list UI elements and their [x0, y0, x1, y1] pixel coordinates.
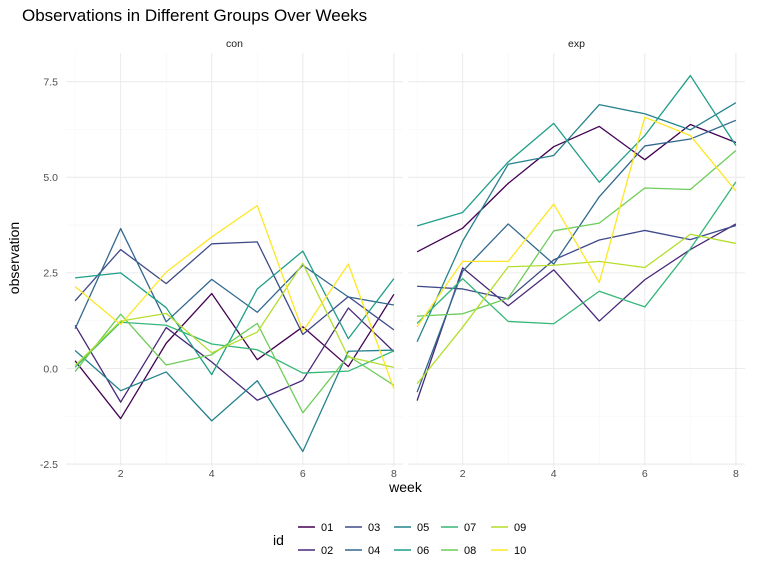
y-tick-label: -2.5: [40, 459, 58, 471]
x-tick-label: 8: [391, 468, 397, 480]
legend-label-05: 05: [417, 522, 429, 534]
series-line-con-05: [74, 349, 394, 453]
legend: id 01 02 03 04 05 06 07 08 09 10: [273, 522, 526, 557]
legend-label-06: 06: [417, 545, 429, 557]
series-line-exp-02: [416, 223, 737, 401]
x-tick-label: 6: [300, 468, 306, 480]
x-tick-label: 6: [642, 468, 648, 480]
series-line-con-01: [74, 292, 395, 420]
x-tick-label: 4: [551, 468, 557, 480]
series-line-exp-04: [416, 119, 737, 393]
series-line-con-06: [75, 250, 395, 376]
series-line-exp-08: [417, 150, 737, 317]
series-line-con-04: [74, 227, 395, 329]
legend-label-07: 07: [464, 522, 476, 534]
series-line-con-03: [74, 241, 395, 336]
y-axis-title: observation: [6, 222, 22, 294]
x-tick-label: 2: [118, 468, 124, 480]
legend-label-09: 09: [514, 522, 526, 534]
y-tick-label: 5.0: [43, 172, 58, 184]
legend-label-01: 01: [321, 522, 333, 534]
panels: con 2 4 6 8 -2.5 0.0 2.5 5.0 7.5 exp 2 4 6 8: [40, 38, 745, 480]
y-tick-label: 0.0: [43, 363, 58, 375]
series-line-exp-07: [416, 181, 737, 325]
legend-label-10: 10: [514, 545, 526, 557]
legend-label-02: 02: [321, 545, 333, 557]
legend-label-04: 04: [368, 545, 380, 557]
panel-con: con 2 4 6 8 -2.5 0.0 2.5 5.0 7.5: [40, 38, 403, 480]
panel-exp: exp 2 4 6 8: [408, 38, 745, 480]
x-tick-label: 8: [733, 468, 739, 480]
series-line-exp-10: [416, 116, 737, 328]
series-line-con-09: [74, 262, 395, 368]
x-tick-label: 2: [460, 468, 466, 480]
x-tick-label: 4: [209, 468, 215, 480]
series-line-exp-06: [416, 74, 737, 227]
panel-strip-label: exp: [568, 38, 585, 50]
legend-title: id: [273, 532, 284, 548]
series-line-con-08: [74, 313, 395, 414]
series-line-exp-01: [416, 123, 737, 253]
legend-label-08: 08: [464, 545, 476, 557]
series-line-con-07: [74, 321, 395, 374]
series-line-exp-09: [416, 233, 737, 385]
y-tick-label: 2.5: [43, 268, 58, 280]
x-axis-title: week: [388, 479, 423, 495]
series-line-con-02: [74, 307, 395, 403]
legend-label-03: 03: [368, 522, 380, 534]
chart-title: Observations in Different Groups Over We…: [22, 6, 367, 25]
series-line-exp-05: [416, 102, 737, 342]
series-line-con-10: [74, 204, 395, 389]
y-tick-label: 7.5: [43, 76, 58, 88]
panel-strip-label: con: [226, 38, 243, 50]
series-line-exp-03: [417, 224, 737, 300]
